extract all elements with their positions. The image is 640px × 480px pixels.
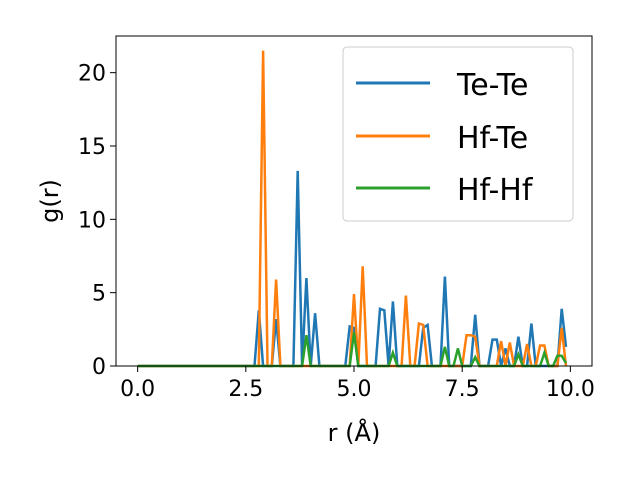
legend-label-hf-hf: Hf-Hf bbox=[457, 173, 534, 208]
y-tick-label: 20 bbox=[78, 62, 106, 87]
axis-ticks: 0.0 2.5 5.0 7.5 10.0 0 5 10 15 20 bbox=[78, 62, 595, 402]
legend: Te-Te Hf-Te Hf-Hf bbox=[342, 46, 574, 222]
y-tick-label: 15 bbox=[78, 135, 106, 160]
legend-label-te-te: Te-Te bbox=[456, 68, 528, 103]
x-tick-label: 7.5 bbox=[445, 377, 480, 402]
x-tick-label: 10.0 bbox=[546, 377, 595, 402]
x-tick-label: 0.0 bbox=[120, 377, 155, 402]
x-axis-label: r (Å) bbox=[328, 418, 381, 447]
y-tick-label: 10 bbox=[78, 208, 106, 233]
legend-label-hf-te: Hf-Te bbox=[457, 121, 528, 156]
x-tick-label: 2.5 bbox=[228, 377, 263, 402]
y-tick-label: 0 bbox=[92, 355, 106, 380]
x-tick-label: 5.0 bbox=[337, 377, 372, 402]
legend-box bbox=[342, 46, 574, 222]
y-axis-label: g(r) bbox=[36, 179, 64, 223]
y-tick-label: 5 bbox=[92, 282, 106, 307]
